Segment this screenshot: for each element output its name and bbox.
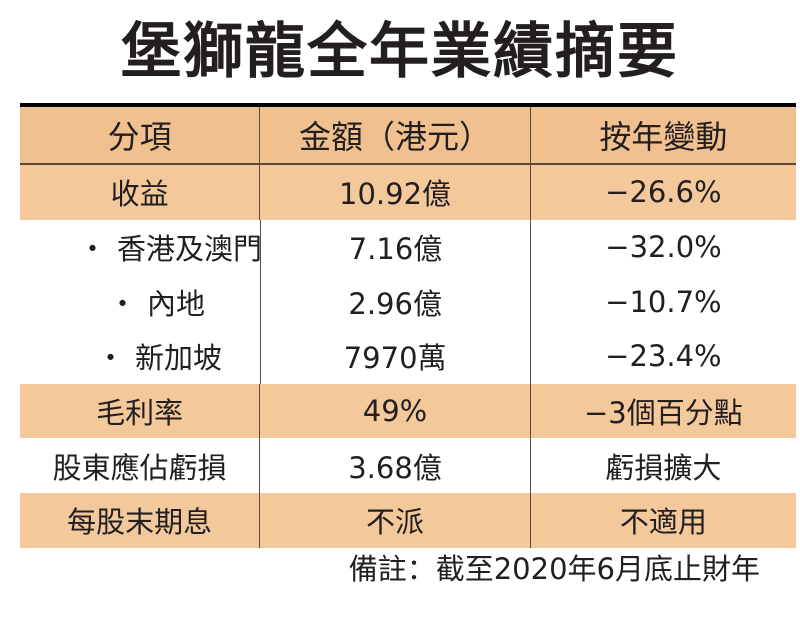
- table-row: 收益 10.92億 −26.6%: [20, 165, 796, 220]
- row-amount: 7970萬: [259, 329, 531, 384]
- table-row: ・ 香港及澳門 7.16億 −32.0%: [20, 219, 796, 275]
- row-item: 毛利率: [96, 396, 184, 431]
- row-item: ・ 內地: [20, 274, 260, 329]
- row-item: 收益: [110, 177, 169, 212]
- table-row: ・ 內地 2.96億 −10.7%: [20, 274, 796, 330]
- footnote: 備註：截至2020年6月底止財年: [348, 552, 760, 586]
- table-header-row: 分項 金額（港元） 按年變動: [20, 107, 796, 165]
- row-change: −3個百分點: [583, 396, 743, 431]
- row-item-label: 新加坡: [135, 341, 223, 376]
- table-row: 股東應佔虧損 3.68億 虧損擴大: [20, 438, 796, 494]
- row-amount: 49%: [259, 383, 531, 439]
- row-change: −23.4%: [605, 339, 722, 374]
- header-item: 分項: [107, 118, 172, 156]
- row-change: −10.7%: [605, 284, 722, 319]
- row-amount: 7.16億: [260, 219, 531, 275]
- row-change: −26.6%: [605, 175, 722, 210]
- header-change: 按年變動: [599, 118, 728, 156]
- page-title: 堡獅龍全年業績摘要: [121, 17, 679, 87]
- row-change: 虧損擴大: [605, 450, 722, 485]
- header-amount: 金額（港元）: [259, 107, 531, 163]
- row-item: 每股末期息: [67, 505, 213, 540]
- row-item: 股東應佔虧損: [52, 450, 227, 485]
- row-item-label: 香港及澳門: [117, 232, 263, 267]
- table-row: 毛利率 49% −3個百分點: [20, 383, 796, 439]
- row-amount: 10.92億: [259, 165, 531, 220]
- row-item-label: 內地: [147, 286, 206, 321]
- bullet-mark: ・: [108, 286, 138, 321]
- row-change: 不適用: [619, 505, 707, 540]
- row-item: ・ 新加坡: [20, 329, 260, 384]
- row-amount: 2.96億: [259, 274, 531, 330]
- bullet-mark: ・: [78, 232, 108, 267]
- row-amount: 不派: [259, 493, 531, 548]
- row-amount: 3.68億: [259, 438, 531, 494]
- row-item: ・ 香港及澳門: [20, 220, 263, 275]
- summary-table: 分項 金額（港元） 按年變動 收益 10.92億 −26.6% ・ 香港及澳門 …: [20, 103, 796, 548]
- row-change: −32.0%: [605, 230, 722, 265]
- bullet-mark: ・: [96, 341, 126, 376]
- table-row: ・ 新加坡 7970萬 −23.4%: [20, 329, 796, 384]
- table-row: 每股末期息 不派 不適用: [20, 493, 796, 548]
